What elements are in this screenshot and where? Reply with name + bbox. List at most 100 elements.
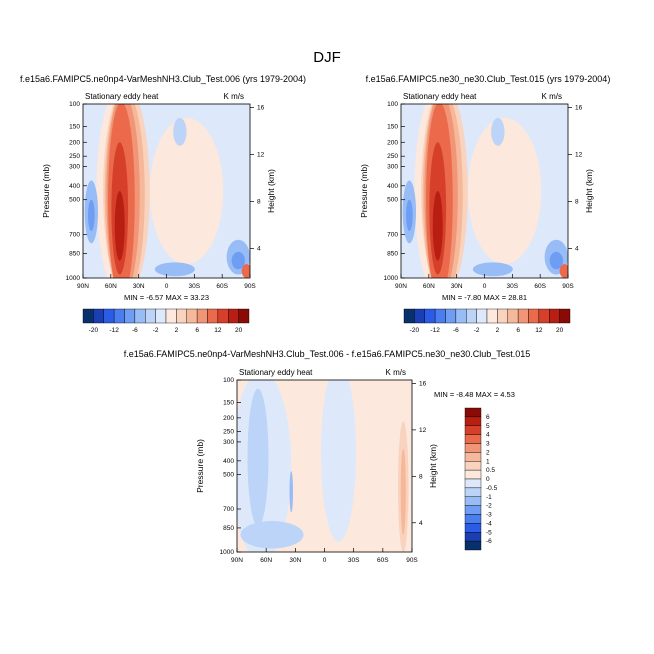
colorbar-label: 20 — [235, 327, 243, 334]
x-tick-label: 90N — [231, 557, 243, 564]
colorbar-label: 4 — [486, 432, 490, 439]
colorbar-label: -12 — [430, 327, 440, 334]
panel-difference: f.e15a6.FAMIPC5.ne0np4-VarMeshNH3.Club_T… — [124, 349, 531, 564]
height-tick-label: 4 — [575, 245, 579, 252]
y-tick-label: 500 — [223, 472, 234, 479]
y-tick-label: 200 — [387, 139, 398, 146]
min-max-label: MIN = -6.57 MAX = 33.23 — [124, 293, 209, 302]
y-tick-label: 100 — [387, 101, 398, 108]
x-tick-label: 0 — [165, 283, 169, 290]
colorbar-label: 0 — [486, 476, 490, 483]
y-tick-label: 250 — [387, 153, 398, 160]
panel-model-b: f.e15a6.FAMIPC5.ne30_ne30.Club_Test.015 … — [359, 74, 610, 302]
colorbar-label: 0.5 — [486, 467, 495, 474]
colorbar-label: 2 — [486, 449, 490, 456]
colorbar-swatch — [103, 308, 115, 324]
colorbar-swatch — [124, 308, 136, 324]
y-axis-label: Pressure (mb) — [195, 439, 205, 493]
y-tick-label: 700 — [69, 232, 80, 239]
colorbar-label: -5 — [486, 529, 492, 536]
height-tick-label: 12 — [419, 427, 427, 434]
height-tick-label: 8 — [419, 473, 423, 480]
colorbar-swatch — [186, 308, 198, 324]
y-tick-label: 850 — [223, 525, 234, 532]
colorbar-swatch — [403, 308, 415, 324]
colorbar-swatch — [464, 540, 482, 551]
colorbar-label: -6 — [453, 327, 459, 334]
colorbar-swatch — [464, 523, 482, 533]
colorbar-label: 6 — [195, 327, 199, 334]
colorbar-swatch — [464, 496, 482, 506]
colorbar-swatch — [464, 469, 482, 480]
colorbar-label: 6 — [516, 327, 520, 334]
y-tick-label: 150 — [69, 124, 80, 131]
colorbar-swatch — [464, 461, 482, 471]
colorbar-swatch — [424, 308, 436, 324]
field-shading — [237, 380, 412, 552]
y-tick-label: 850 — [69, 251, 80, 258]
colorbar-swatch — [196, 308, 208, 324]
colorbar-swatch — [113, 308, 125, 324]
x-tick-label: 60N — [423, 283, 435, 290]
colorbar-label: -0.5 — [486, 485, 498, 492]
y-axis-label: Pressure (mb) — [41, 164, 51, 218]
panel-title: f.e15a6.FAMIPC5.ne30_ne30.Club_Test.015 … — [366, 74, 611, 84]
units-label: K m/s — [542, 92, 562, 101]
colorbar-swatch — [464, 443, 482, 453]
colorbar-label: -20 — [89, 327, 99, 334]
colorbar-label: -6 — [132, 327, 138, 334]
y-tick-label: 100 — [223, 377, 234, 384]
field-shading — [401, 104, 568, 278]
y-tick-label: 400 — [387, 183, 398, 190]
colorbar-swatch — [486, 308, 498, 324]
x-tick-label: 60N — [105, 283, 117, 290]
colorbar-swatch — [165, 308, 177, 324]
colorbar-swatch — [82, 308, 94, 324]
colorbar-label: 20 — [556, 327, 564, 334]
y-tick-label: 700 — [223, 506, 234, 513]
y-tick-label: 300 — [223, 439, 234, 446]
y-tick-label: 300 — [69, 164, 80, 171]
min-max-label: MIN = -8.48 MAX = 4.53 — [434, 390, 515, 399]
x-tick-label: 60N — [260, 557, 272, 564]
colorbar-swatch — [455, 308, 467, 324]
colorbar-swatch — [464, 532, 482, 542]
colorbar-swatch — [464, 425, 482, 435]
colorbar-swatch — [434, 308, 446, 324]
y-tick-label: 1000 — [384, 275, 399, 282]
y-tick-label: 500 — [387, 197, 398, 204]
y-tick-label: 250 — [69, 153, 80, 160]
height-axis-label: Height (km) — [428, 444, 438, 488]
colorbar-swatch — [538, 308, 550, 324]
colorbar-swatch — [464, 487, 482, 497]
panel-model-a: f.e15a6.FAMIPC5.ne0np4-VarMeshNH3.Club_T… — [20, 74, 306, 302]
colorbar-swatch — [155, 308, 167, 324]
x-tick-label: 90S — [562, 283, 574, 290]
panel-title: f.e15a6.FAMIPC5.ne0np4-VarMeshNH3.Club_T… — [124, 349, 531, 359]
colorbar-label: 5 — [486, 423, 490, 430]
y-tick-label: 700 — [387, 232, 398, 239]
colorbar-label: -6 — [486, 538, 492, 545]
panel-title: f.e15a6.FAMIPC5.ne0np4-VarMeshNH3.Club_T… — [20, 74, 306, 84]
height-tick-label: 16 — [419, 380, 427, 387]
height-tick-label: 12 — [257, 151, 265, 158]
colorbar-swatch — [466, 308, 477, 324]
x-tick-label: 30S — [348, 557, 360, 564]
y-tick-label: 250 — [223, 429, 234, 436]
colorbar-label: -2 — [153, 327, 159, 334]
units-label: K m/s — [386, 368, 406, 377]
y-tick-label: 200 — [69, 139, 80, 146]
x-tick-label: 60S — [216, 283, 228, 290]
y-tick-label: 300 — [387, 164, 398, 171]
colorbar-label: -1 — [486, 494, 492, 501]
colorbar-label: 1 — [486, 458, 490, 465]
colorbar-swatch — [445, 308, 457, 324]
x-tick-label: 60S — [534, 283, 546, 290]
y-tick-label: 150 — [387, 124, 398, 131]
y-axis-label: Pressure (mb) — [359, 164, 369, 218]
y-tick-label: 400 — [69, 183, 80, 190]
y-tick-label: 100 — [69, 101, 80, 108]
colorbar-swatch — [497, 308, 508, 324]
height-axis-label: Height (km) — [266, 169, 276, 213]
